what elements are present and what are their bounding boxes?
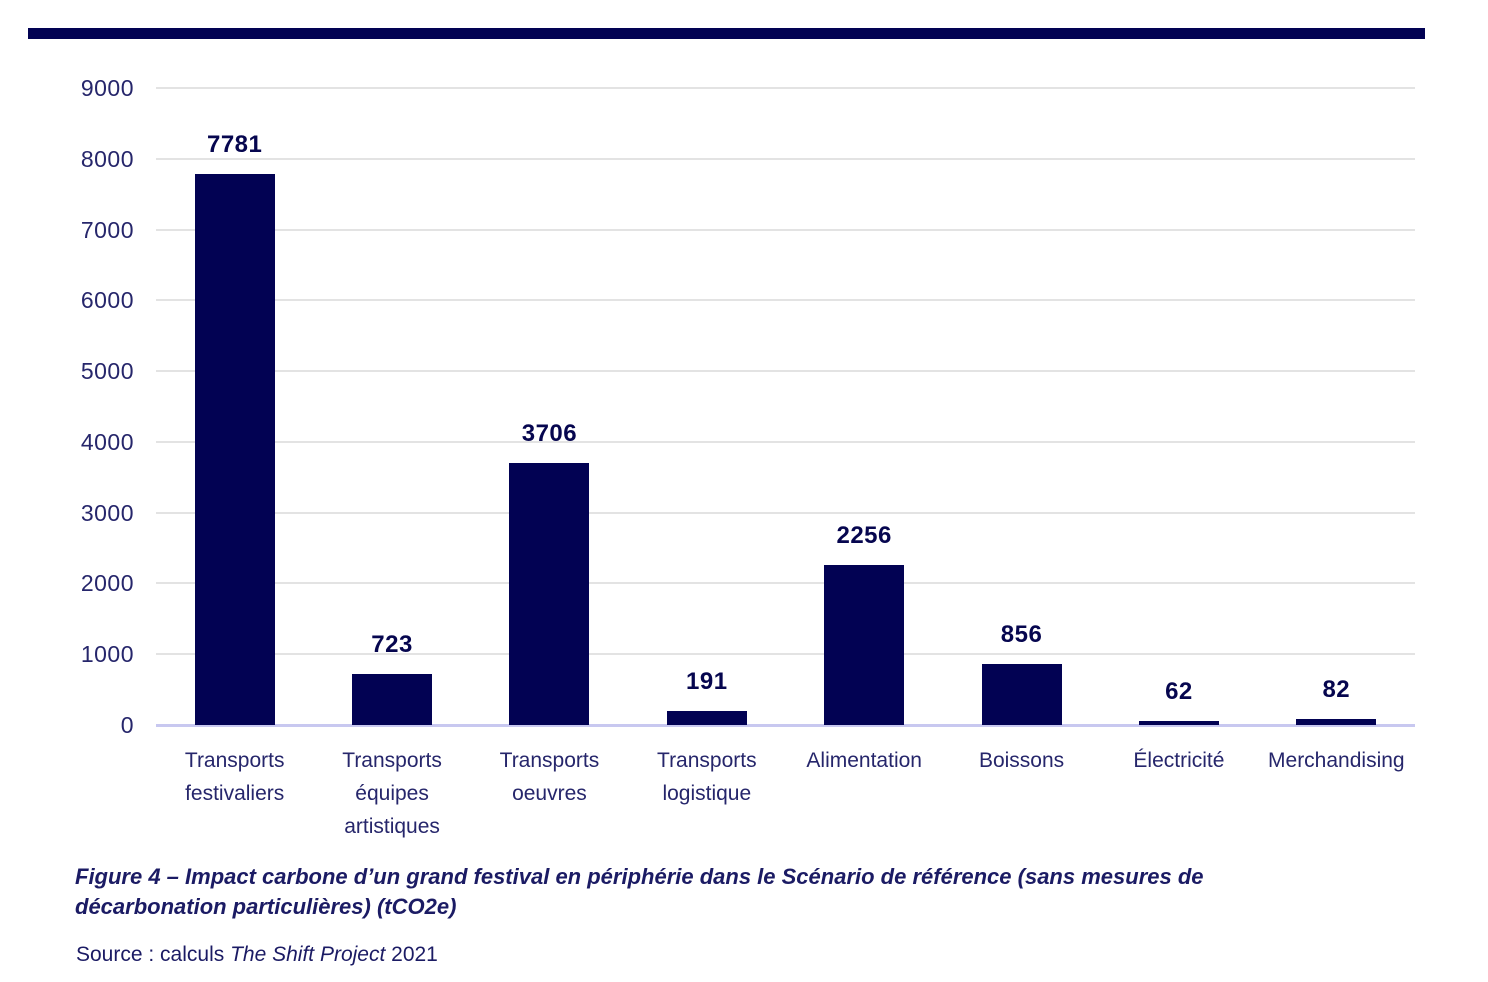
y-axis-tick-label: 9000 — [80, 75, 134, 101]
bar-value-label: 62 — [1165, 677, 1193, 705]
bar — [1296, 719, 1377, 725]
bar-value-label: 82 — [1322, 676, 1351, 704]
x-axis-category-label: Transports logistique — [657, 749, 757, 805]
bar-chart: 0 1000 2000 3000 4000 5000 6000 7000 8000 9000 778… — [80, 75, 1415, 838]
bar-value-label: 856 — [1000, 621, 1043, 649]
y-axis-tick-label: 2000 — [80, 570, 134, 597]
y-axis-tick-label: 6000 — [80, 287, 134, 314]
y-axis-tick-label: 8000 — [80, 145, 134, 172]
bar — [194, 174, 275, 725]
y-axis-tick-label: 0 — [120, 712, 134, 738]
y-axis-tick-label: 3000 — [80, 499, 134, 526]
gridline — [156, 511, 1415, 514]
y-axis-tick-label: 5000 — [80, 358, 134, 385]
x-axis-category-label: Transports festivaliers — [184, 749, 285, 805]
x-axis-category-label: Boissons — [978, 749, 1065, 772]
bar — [666, 711, 747, 725]
y-axis-tick-label: 4000 — [80, 428, 134, 455]
figure-caption: Figure 4 – Impact carbone d’un grand fes… — [75, 864, 1204, 919]
source-prefix: Source : calculs — [76, 943, 231, 966]
y-axis-tick-label: 1000 — [80, 641, 134, 668]
x-axis-category-label: Électricité — [1133, 749, 1225, 772]
gridline — [156, 370, 1415, 373]
gridline — [156, 299, 1415, 302]
source-publisher: The Shift Project — [230, 943, 386, 966]
bar — [824, 565, 905, 725]
x-axis-category-label: Transports équipes artistiques — [342, 749, 442, 838]
bar — [509, 462, 590, 725]
bar-value-label: 191 — [686, 668, 728, 696]
x-axis-category-label: Transports oeuvres — [499, 749, 600, 805]
bar-value-label: 3706 — [521, 419, 578, 447]
gridline — [156, 87, 1415, 89]
bar — [981, 664, 1062, 725]
x-axis-category-label: Merchandising — [1268, 749, 1405, 772]
gridline — [156, 582, 1415, 585]
gridline — [156, 157, 1415, 160]
top-accent-rule — [28, 28, 1425, 39]
bar — [352, 673, 433, 725]
y-axis-tick-label: 7000 — [80, 216, 134, 243]
source-year: 2021 — [385, 943, 438, 966]
gridline — [156, 440, 1415, 443]
source-note: Source : calculs The Shift Project 2021 — [76, 941, 438, 969]
bar — [1138, 720, 1219, 725]
bar-value-label: 2256 — [836, 522, 892, 550]
x-axis-line — [156, 724, 1415, 727]
bar-value-label: 723 — [371, 630, 413, 658]
gridline — [156, 653, 1415, 656]
x-axis-category-label: Alimentation — [806, 749, 922, 772]
bar-value-label: 7781 — [206, 131, 263, 159]
gridline — [156, 228, 1415, 231]
